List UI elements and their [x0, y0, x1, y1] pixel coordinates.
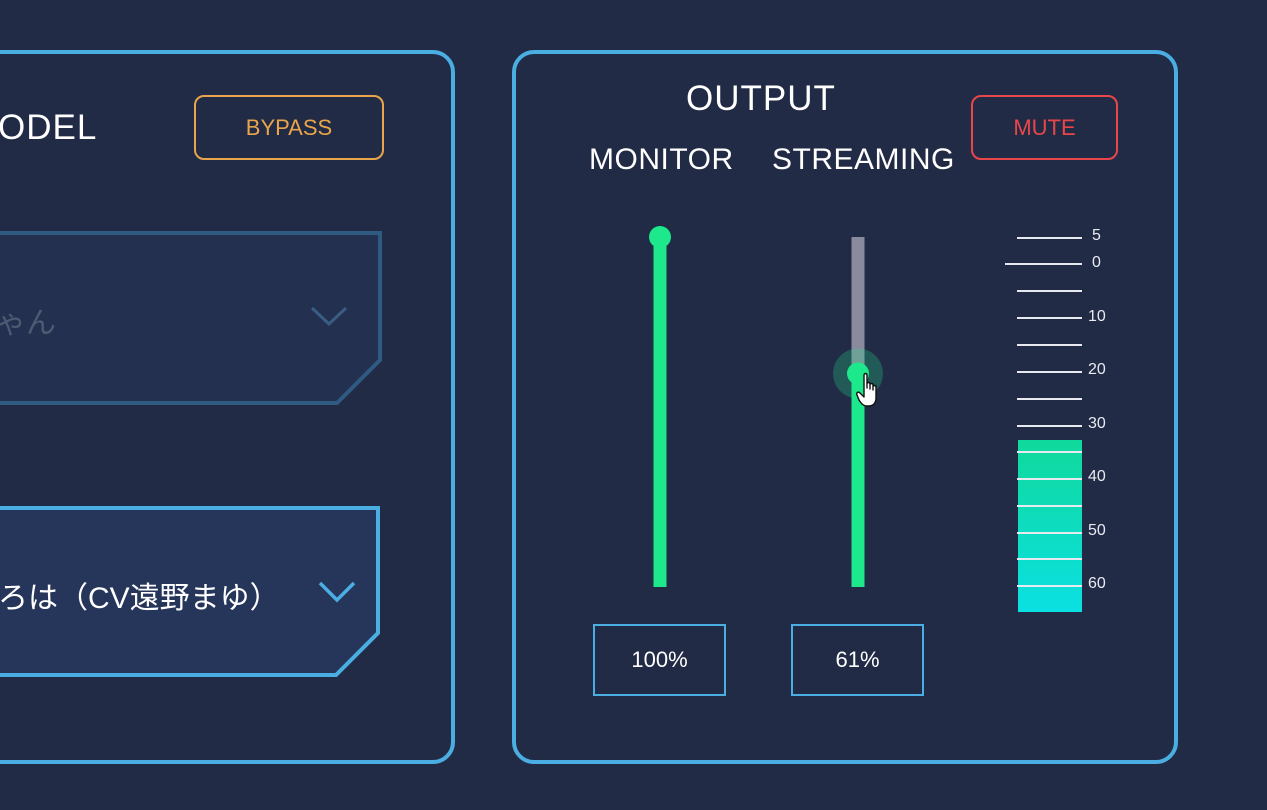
monitor-value-box[interactable]: 100%	[593, 624, 726, 696]
meter-label: 20	[1088, 361, 1106, 378]
character-select[interactable]	[0, 230, 385, 406]
hand-cursor-icon	[856, 372, 877, 407]
chevron-down-icon	[318, 581, 356, 603]
output-title: OUTPUT	[686, 79, 836, 118]
chevron-down-icon	[310, 306, 348, 327]
meter-label: 50	[1088, 522, 1106, 539]
model-title: ODEL	[0, 108, 98, 147]
meter-tick	[1017, 505, 1082, 507]
monitor-slider-thumb[interactable]	[649, 226, 671, 248]
character-select-value: ゃん	[0, 307, 56, 340]
meter-label: 30	[1088, 415, 1106, 432]
meter-tick	[1017, 398, 1082, 400]
meter-tick	[1017, 290, 1082, 292]
meter-label: 60	[1088, 575, 1106, 592]
meter-tick	[1017, 237, 1082, 239]
mute-button[interactable]: MUTE	[971, 95, 1118, 160]
meter-label: 10	[1088, 308, 1106, 325]
streaming-label: STREAMING	[772, 143, 955, 176]
voice-select-value: ろは（CV遠野まゆ）	[0, 582, 280, 615]
voice-select[interactable]	[0, 505, 385, 681]
meter-tick	[1017, 425, 1082, 427]
monitor-slider[interactable]	[640, 222, 680, 592]
streaming-value-box[interactable]: 61%	[791, 624, 924, 696]
meter-tick	[1017, 371, 1082, 373]
monitor-label: MONITOR	[589, 143, 734, 176]
meter-label: 40	[1088, 468, 1106, 485]
meter-label: 5	[1092, 227, 1101, 244]
bypass-button[interactable]: BYPASS	[194, 95, 384, 160]
level-meter: 5 0 10 20 30 40 50 60	[1000, 225, 1130, 625]
monitor-slider-fill	[653, 237, 667, 587]
level-meter-fill	[1018, 439, 1082, 612]
meter-tick	[1017, 558, 1082, 560]
meter-tick	[1017, 478, 1082, 480]
meter-tick	[1017, 317, 1082, 319]
meter-tick	[1017, 344, 1082, 346]
meter-tick	[1017, 451, 1082, 453]
meter-label: 0	[1092, 254, 1101, 271]
meter-tick	[1017, 585, 1082, 587]
meter-tick	[1017, 532, 1082, 534]
streaming-slider-fill	[851, 373, 865, 587]
output-panel	[512, 50, 1178, 764]
meter-tick	[1005, 263, 1082, 265]
